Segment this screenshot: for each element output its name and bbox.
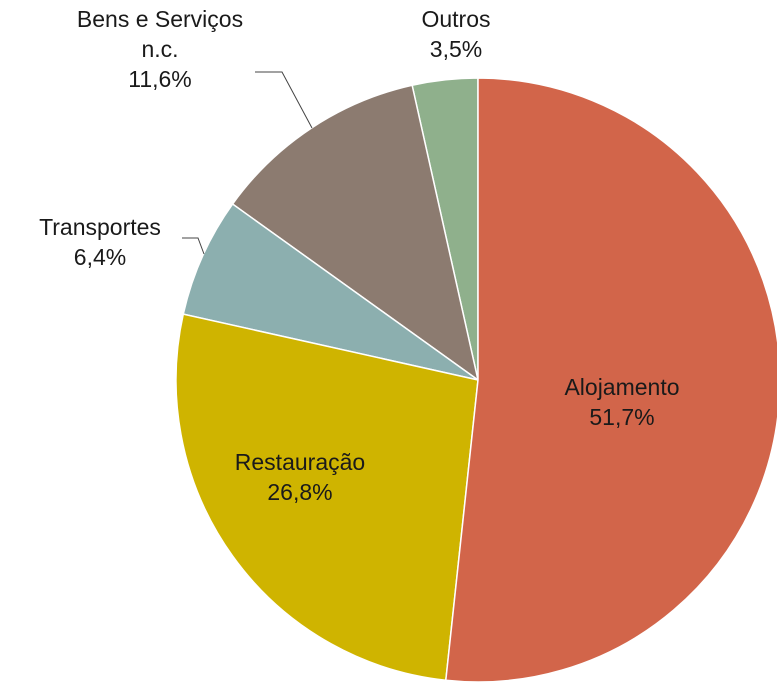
slice-label: Alojamento 51,7% (522, 372, 722, 432)
slice-label: Outros 3,5% (396, 4, 516, 64)
pie-slice (444, 77, 777, 682)
pie-slice (175, 313, 479, 682)
value-label: 3,5% (429, 36, 483, 62)
slice-label: Restauração 26,8% (190, 447, 410, 507)
category-name: Alojamento (564, 374, 680, 400)
value-label: 6,4% (73, 244, 127, 270)
value-label: 51,7% (589, 404, 655, 430)
pie-slice (231, 84, 480, 382)
slice-label: Bens e Serviços n.c. 11,6% (65, 4, 255, 94)
pie-slice (182, 202, 479, 381)
category-name: Bens e Serviços n.c. (76, 6, 244, 62)
leader-line (182, 237, 205, 255)
category-name: Restauração (234, 449, 366, 475)
leader-line (255, 71, 313, 129)
value-label: 11,6% (128, 66, 192, 92)
value-label: 26,8% (267, 479, 333, 505)
category-name: Outros (421, 6, 491, 32)
slice-label: Transportes 6,4% (0, 212, 200, 272)
category-name: Transportes (39, 214, 161, 240)
